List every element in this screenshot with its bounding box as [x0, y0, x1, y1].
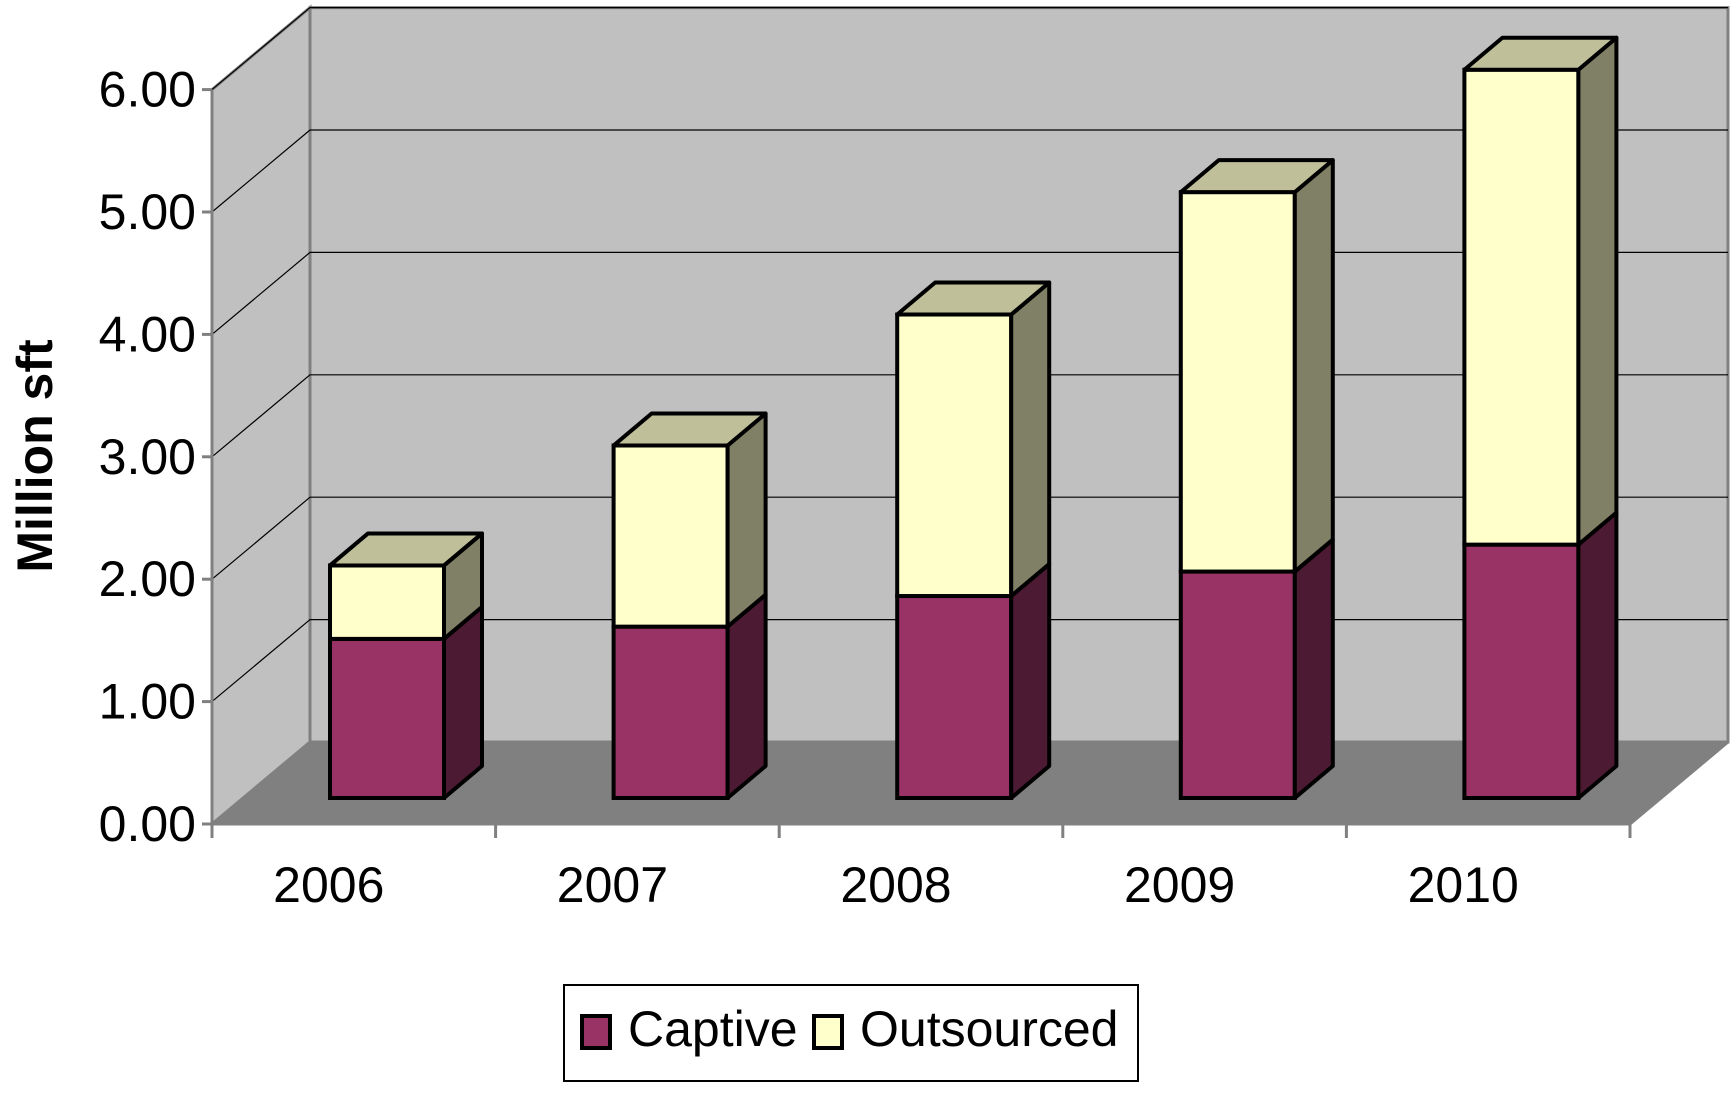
bar-front: [611, 624, 730, 801]
legend-swatch: [812, 1014, 844, 1050]
bar-front: [1178, 569, 1297, 800]
y-tick-label: 0.00: [99, 796, 196, 852]
y-axis-label: Million sft: [7, 339, 63, 573]
y-tick-label: 3.00: [99, 429, 196, 485]
bar-side: [1576, 510, 1619, 800]
bar-captive-2010: [1462, 510, 1619, 801]
bar-outsourced-2006: [328, 531, 484, 641]
x-tick-label: 2006: [273, 857, 384, 913]
bar-captive-2008: [895, 562, 1052, 800]
y-tick-label: 5.00: [99, 184, 196, 240]
y-tick-label: 1.00: [99, 674, 196, 730]
bar-top: [895, 280, 1052, 317]
bar-front: [328, 563, 446, 641]
legend: Captive Outsourced: [563, 984, 1139, 1082]
y-tick-labels: 0.00 1.00 2.00 3.00 4.00 5.00 6.00: [99, 62, 196, 852]
legend-swatch: [580, 1014, 612, 1050]
bar-front: [1462, 67, 1581, 547]
gridline: [211, 6, 1728, 91]
legend-item-outsourced: Outsourced: [812, 1001, 1118, 1057]
bar-top: [328, 531, 484, 568]
y-tick-label: 4.00: [99, 306, 196, 362]
bar-captive-2009: [1178, 537, 1335, 800]
x-tick-label: 2010: [1408, 857, 1519, 913]
bar-outsourced-2009: [1178, 158, 1335, 574]
legend-box: [563, 984, 1139, 1082]
bar-captive-2006: [328, 604, 484, 800]
y-tick-label: 6.00: [99, 62, 196, 118]
x-tick-labels: 2006 2007 2008 2009 2010: [273, 857, 1519, 913]
bar-outsourced-2007: [611, 411, 768, 629]
legend-item-captive: Captive: [580, 1001, 798, 1057]
x-tick-label: 2007: [557, 857, 668, 913]
bar-top: [611, 411, 768, 448]
axes: [202, 88, 1729, 838]
bar-top: [1462, 35, 1619, 72]
bar-front: [328, 636, 446, 800]
x-tick-label: 2008: [840, 857, 951, 913]
legend-label: Outsourced: [860, 1001, 1118, 1057]
bar-side: [1009, 280, 1052, 599]
bar-side: [725, 411, 768, 629]
bar-side: [1292, 158, 1335, 574]
bar-top: [1178, 158, 1335, 195]
bar-outsourced-2010: [1462, 35, 1619, 547]
y-tick-label: 2.00: [99, 551, 196, 607]
bar-front: [1462, 542, 1581, 801]
bar-outsourced-2008: [895, 280, 1052, 599]
bar-side: [1009, 562, 1052, 800]
floor-edge: [1629, 740, 1729, 826]
bar-front: [895, 594, 1014, 800]
legend-label: Captive: [628, 1001, 798, 1057]
bar-front: [611, 443, 730, 629]
x-tick-label: 2009: [1124, 857, 1235, 913]
bar-front: [895, 312, 1014, 599]
bar-side: [1292, 537, 1335, 800]
bar-side: [725, 592, 768, 800]
gridline: [211, 129, 1728, 213]
bar-side: [1576, 35, 1619, 547]
bar-front: [1178, 190, 1297, 574]
bars: [328, 35, 1619, 801]
